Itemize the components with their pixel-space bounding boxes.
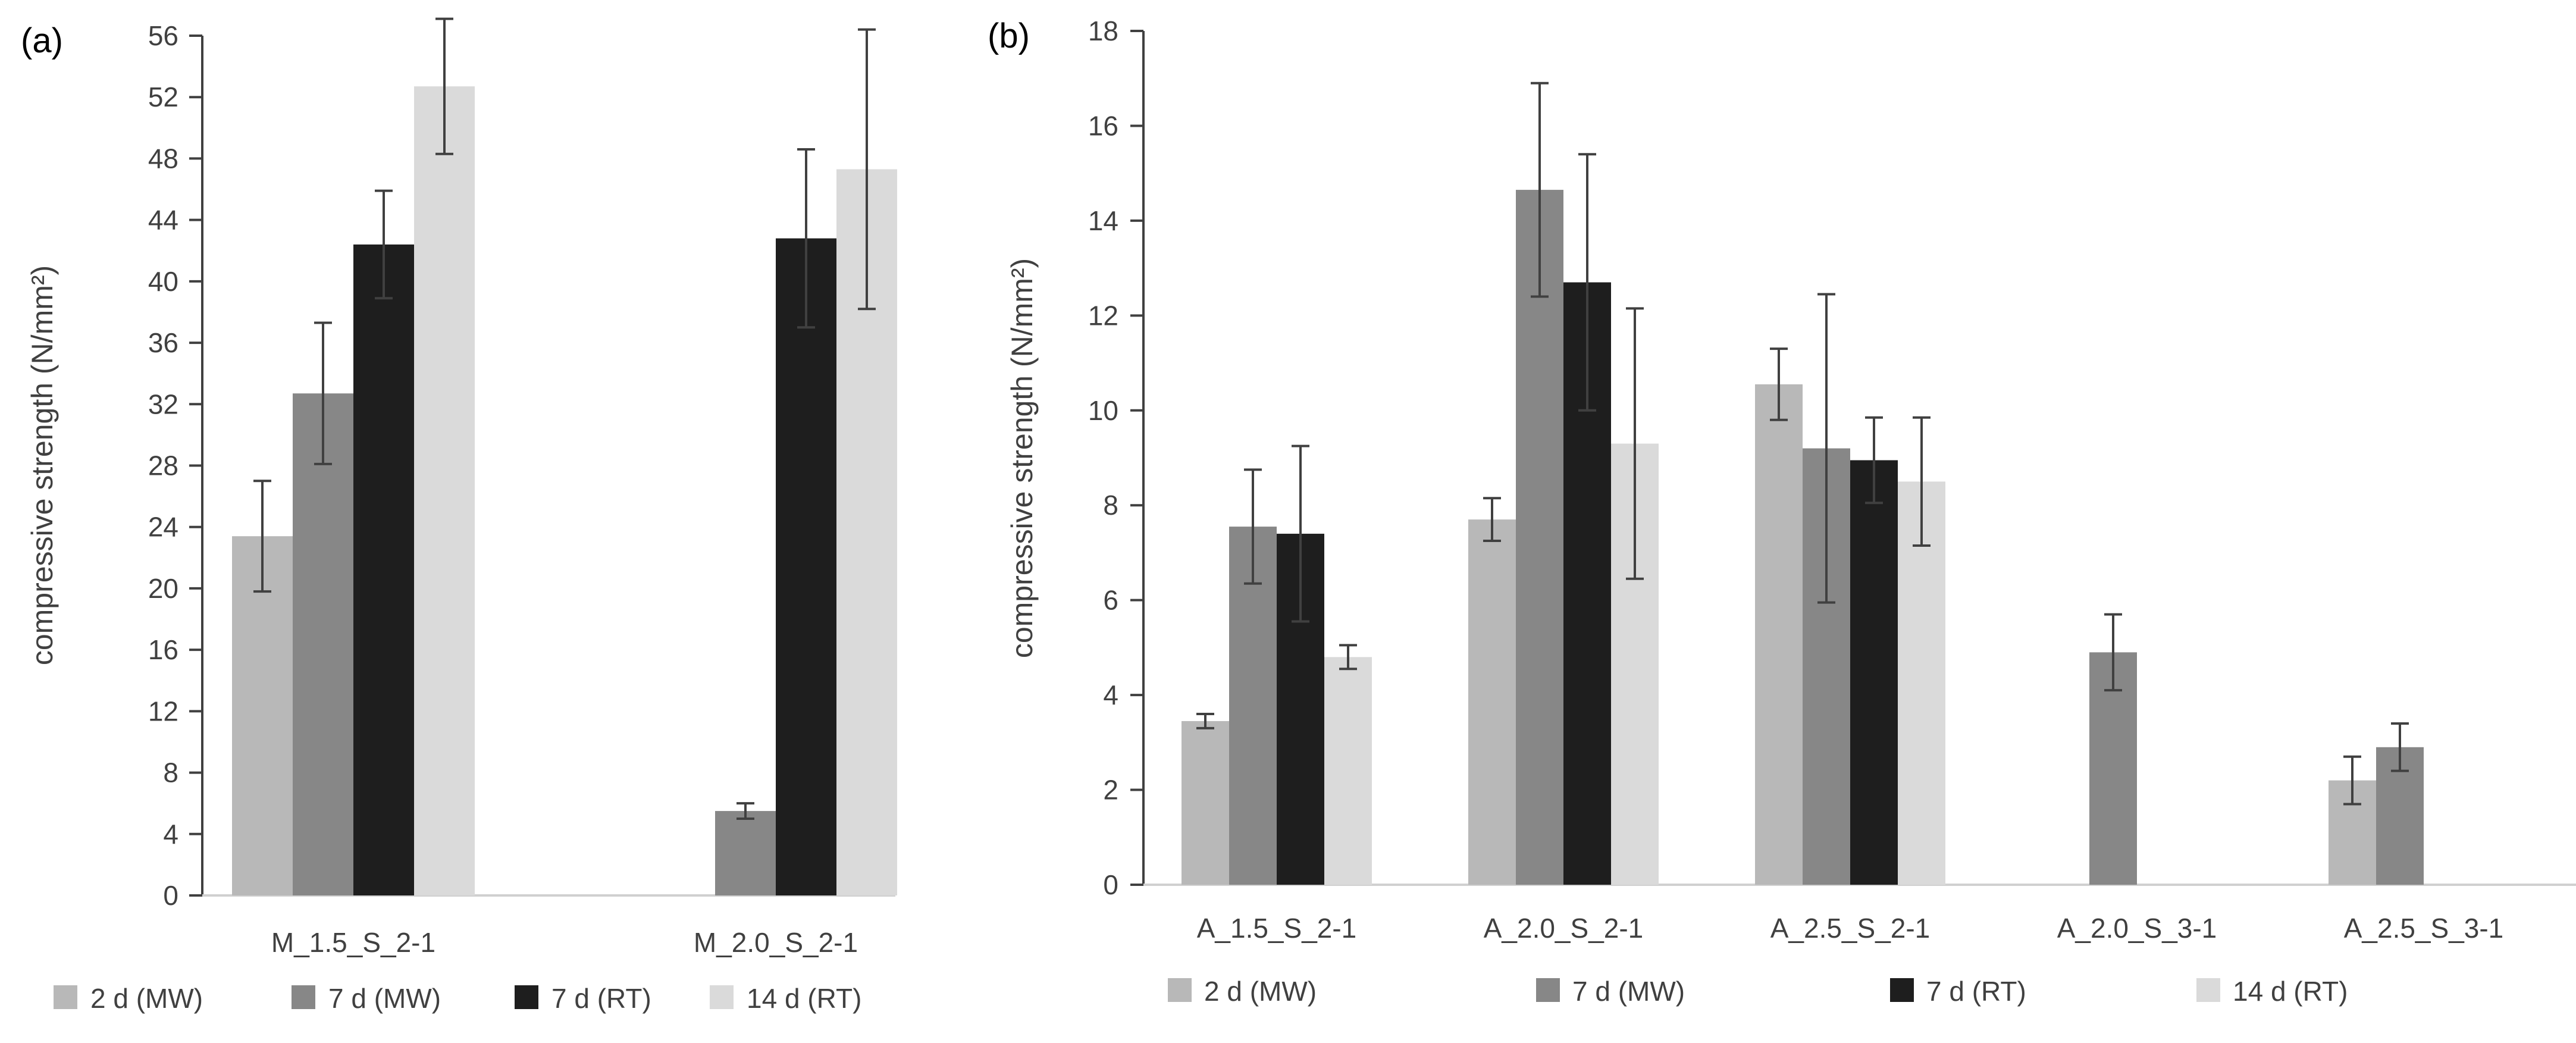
legend-swatch [710,985,734,1009]
y-tick-label: 0 [1103,869,1118,900]
bar [414,86,475,896]
y-tick-label: 8 [163,757,178,788]
bar [1850,460,1898,885]
y-tick-label: 16 [148,634,178,665]
y-tick-label: 0 [163,880,178,911]
y-tick-label: 6 [1103,585,1118,616]
y-tick-label: 24 [148,512,178,543]
bar [1516,190,1563,885]
y-tick-label: 36 [148,327,178,358]
legend-swatch [292,985,315,1009]
legend-swatch [515,985,538,1009]
legend-swatch [1536,978,1560,1002]
y-tick-label: 44 [148,205,178,236]
category-label: A_2.5_S_3-1 [2344,913,2504,944]
legend-swatch [54,985,77,1009]
y-tick-label: 56 [148,20,178,51]
bar [1182,721,1229,885]
legend-label: 7 d (RT) [551,983,651,1014]
panel-label-a: (a) [21,21,63,60]
y-tick-label: 20 [148,573,178,604]
bar [1324,657,1372,885]
legend-label: 7 d (RT) [1926,976,2026,1007]
bar [1468,519,1516,885]
y-tick-label: 10 [1088,395,1118,426]
legend-swatch [1890,978,1914,1002]
y-tick-label: 32 [148,389,178,419]
y-axis-label: compressive strength (N/mm²) [1005,258,1039,658]
category-label: A_1.5_S_2-1 [1197,913,1357,944]
category-label: A_2.0_S_2-1 [1484,913,1644,944]
y-tick-label: 48 [148,143,178,174]
legend-swatch [1168,978,1192,1002]
legend-swatch [2196,978,2220,1002]
bar [1229,527,1277,885]
y-tick-label: 12 [1088,300,1118,331]
bar [1898,481,1945,885]
y-tick-label: 52 [148,82,178,112]
bar [776,238,836,895]
y-tick-label: 8 [1103,490,1118,521]
panel-label-b: (b) [988,17,1030,55]
y-tick-label: 12 [148,696,178,726]
legend-label: 7 d (MW) [1572,976,1685,1007]
category-label: M_2.0_S_2-1 [694,927,858,958]
chart-panel-a: (a)048121620242832364044485256compressiv… [21,17,897,1014]
y-tick-label: 18 [1088,15,1118,46]
legend-label: 2 d (MW) [90,983,203,1014]
bar [1755,384,1803,885]
chart-panel-b: (b) 0 2 4 6 8 10 12 14 16 18 compressive strength (… [988,15,2576,1007]
y-tick-label: 28 [148,450,178,481]
category-label: A_2.0_S_3-1 [2057,913,2217,944]
bar [293,393,353,895]
category-label: M_1.5_S_2-1 [271,927,435,958]
y-tick-label: 40 [148,266,178,297]
category-label: A_2.5_S_2-1 [1770,913,1931,944]
legend-label: 14 d (RT) [747,983,861,1014]
y-tick-label: 4 [163,819,178,850]
y-tick-label: 16 [1088,110,1118,141]
legend-label: 7 d (MW) [328,983,441,1014]
bar [353,244,414,895]
legend-label: 14 d (RT) [2233,976,2348,1007]
y-tick-label: 14 [1088,205,1118,236]
bar [715,811,776,895]
y-tick-label: 2 [1103,775,1118,806]
legend-label: 2 d (MW) [1204,976,1317,1007]
y-axis-label: compressive strength (N/mm²) [26,265,59,665]
bar [232,536,293,895]
y-tick-label: 4 [1103,679,1118,710]
